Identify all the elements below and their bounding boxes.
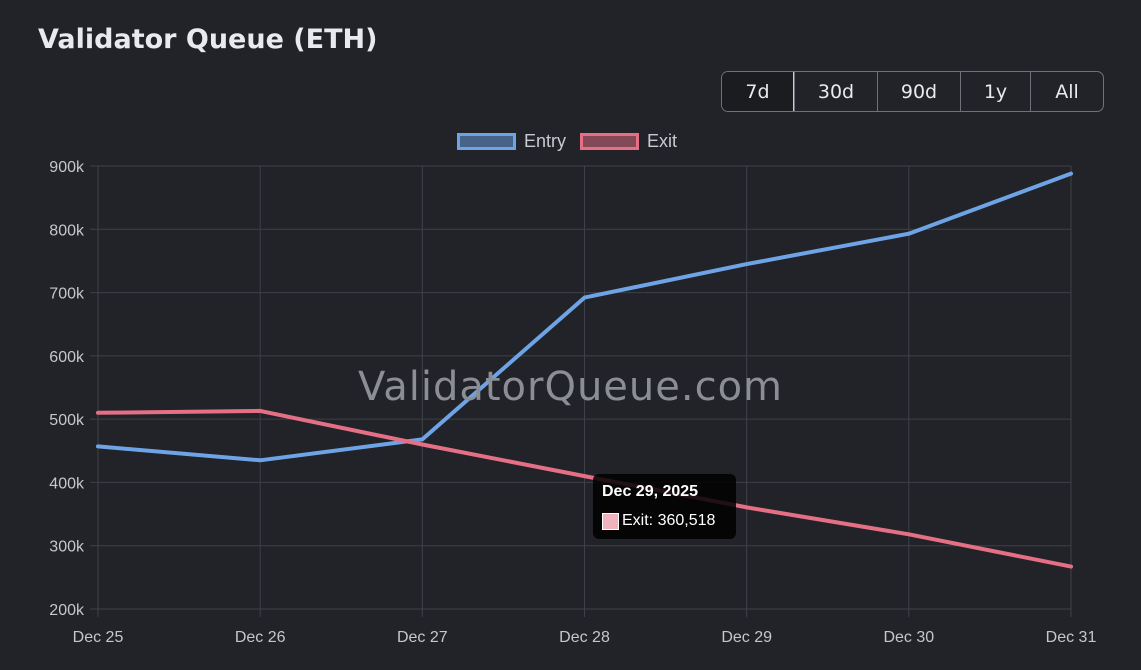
range-1y-button[interactable]: 1y <box>960 72 1030 111</box>
range-30d-button[interactable]: 30d <box>794 72 877 111</box>
legend-entry[interactable]: Entry <box>457 131 566 152</box>
x-tick-label: Dec 29 <box>721 629 772 646</box>
legend-exit-swatch <box>580 133 640 150</box>
range-90d-button[interactable]: 90d <box>877 72 960 111</box>
y-tick-label: 400k <box>49 475 85 492</box>
y-tick-label: 900k <box>49 159 85 176</box>
y-tick-label: 600k <box>49 349 85 366</box>
tooltip-label: Exit: 360,518 <box>622 512 716 529</box>
legend-exit[interactable]: Exit <box>580 131 677 152</box>
y-tick-label: 700k <box>49 286 85 303</box>
x-tick-label: Dec 28 <box>559 629 610 646</box>
series-line-entry <box>96 171 1073 463</box>
range-all-button[interactable]: All <box>1030 72 1103 111</box>
page-title: Validator Queue (ETH) <box>38 24 378 55</box>
chart-legend: Entry Exit <box>457 131 683 152</box>
series-line-exit <box>96 408 1073 569</box>
y-tick-label: 500k <box>49 412 85 429</box>
legend-entry-label: Entry <box>524 131 567 151</box>
range-7d-button[interactable]: 7d <box>722 72 794 111</box>
x-tick-label: Dec 30 <box>883 629 934 646</box>
x-tick-label: Dec 25 <box>73 629 124 646</box>
tooltip-swatch <box>602 512 619 530</box>
legend-entry-swatch <box>457 133 516 150</box>
chart-tooltip: Dec 29, 2025 Exit: 360,518 <box>593 474 736 539</box>
y-tick-label: 800k <box>49 222 85 239</box>
time-range-selector: 7d 30d 90d 1y All <box>721 71 1104 112</box>
tooltip-row: Exit: 360,518 <box>602 512 726 530</box>
x-tick-label: Dec 27 <box>397 629 448 646</box>
x-tick-label: Dec 31 <box>1046 629 1097 646</box>
y-tick-label: 200k <box>49 602 85 619</box>
y-tick-label: 300k <box>49 539 85 556</box>
tooltip-title: Dec 29, 2025 <box>602 483 699 500</box>
x-tick-label: Dec 26 <box>235 629 286 646</box>
legend-exit-label: Exit <box>647 131 678 151</box>
